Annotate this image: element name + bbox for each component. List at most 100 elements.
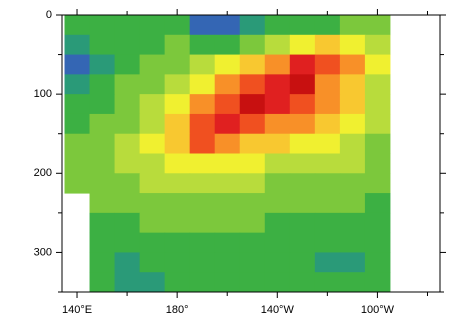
cell — [314, 113, 341, 135]
cell — [289, 173, 316, 194]
cell — [364, 212, 391, 234]
cell — [314, 15, 341, 36]
cell — [64, 74, 91, 95]
cell — [364, 94, 391, 115]
cell — [314, 252, 341, 273]
cell — [64, 173, 91, 194]
cell — [114, 272, 141, 293]
cell — [264, 212, 291, 234]
x-tick-label: 100°W — [361, 304, 395, 316]
cell — [314, 94, 341, 115]
cell — [164, 173, 191, 194]
cell — [239, 193, 266, 214]
cell — [214, 153, 241, 174]
cell — [89, 153, 116, 174]
cell — [264, 133, 291, 154]
cell — [164, 272, 191, 293]
cell — [339, 54, 366, 75]
cell — [239, 153, 266, 174]
cell — [164, 74, 191, 95]
cell — [289, 34, 316, 56]
cell — [214, 193, 241, 214]
cell — [239, 54, 266, 75]
cell — [364, 74, 391, 95]
cell — [339, 232, 366, 253]
cell — [189, 113, 216, 135]
cell — [114, 232, 141, 253]
cell — [164, 212, 191, 234]
cell — [89, 133, 116, 154]
cell — [114, 15, 141, 36]
cell — [139, 15, 166, 36]
cell — [264, 173, 291, 194]
x-tick-label: 140°E — [62, 304, 92, 316]
cell — [314, 133, 341, 154]
cell — [164, 15, 191, 36]
cell — [164, 34, 191, 56]
cell — [114, 252, 141, 273]
cell — [139, 193, 166, 214]
cell — [239, 272, 266, 293]
cell — [189, 173, 216, 194]
cell — [364, 113, 391, 135]
cell — [364, 15, 391, 36]
y-tick-label: 0 — [46, 9, 52, 21]
cell — [139, 153, 166, 174]
cell — [239, 34, 266, 56]
cell — [239, 173, 266, 194]
cell — [164, 232, 191, 253]
cell — [189, 54, 216, 75]
cell — [364, 153, 391, 174]
cell — [339, 113, 366, 135]
x-tick-label: 180° — [166, 304, 189, 316]
cell — [314, 272, 341, 293]
cell — [264, 113, 291, 135]
cell — [139, 74, 166, 95]
cell — [114, 153, 141, 174]
cell — [64, 34, 91, 56]
cell — [289, 74, 316, 95]
cell — [114, 94, 141, 115]
cell — [314, 153, 341, 174]
cell — [114, 113, 141, 135]
cell — [339, 252, 366, 273]
cell — [364, 232, 391, 253]
cell — [64, 94, 91, 115]
cell — [114, 74, 141, 95]
cell — [189, 193, 216, 214]
cell — [264, 74, 291, 95]
cell — [364, 173, 391, 194]
cell — [214, 113, 241, 135]
cell — [239, 212, 266, 234]
cell — [89, 173, 116, 194]
cell — [364, 252, 391, 273]
cell — [89, 94, 116, 115]
y-tick-label: 300 — [34, 246, 52, 258]
cell — [339, 173, 366, 194]
cell — [89, 193, 116, 214]
cell — [64, 153, 91, 174]
cell — [114, 54, 141, 75]
cell — [339, 193, 366, 214]
cell — [214, 94, 241, 115]
cell — [114, 133, 141, 154]
cell — [189, 252, 216, 273]
cell — [214, 54, 241, 75]
cell — [289, 272, 316, 293]
cell — [114, 212, 141, 234]
cell — [189, 74, 216, 95]
cell — [289, 94, 316, 115]
cell — [189, 232, 216, 253]
cell — [214, 133, 241, 154]
cell — [289, 153, 316, 174]
cell — [214, 272, 241, 293]
cell — [289, 113, 316, 135]
x-tick-label: 140°W — [261, 304, 295, 316]
cell — [339, 74, 366, 95]
cell — [189, 133, 216, 154]
cell — [139, 173, 166, 194]
cell — [364, 54, 391, 75]
cell — [114, 173, 141, 194]
cell — [339, 272, 366, 293]
cell — [239, 94, 266, 115]
